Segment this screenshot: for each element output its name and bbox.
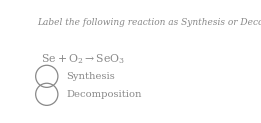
Text: $\mathregular{Se + O_2 \rightarrow SeO_3}$: $\mathregular{Se + O_2 \rightarrow SeO_3… [41, 53, 125, 66]
Text: Decomposition: Decomposition [66, 90, 141, 99]
Text: Label the following reaction as Synthesis or Decomposition: Label the following reaction as Synthesi… [37, 18, 261, 27]
Text: Synthesis: Synthesis [66, 72, 115, 81]
